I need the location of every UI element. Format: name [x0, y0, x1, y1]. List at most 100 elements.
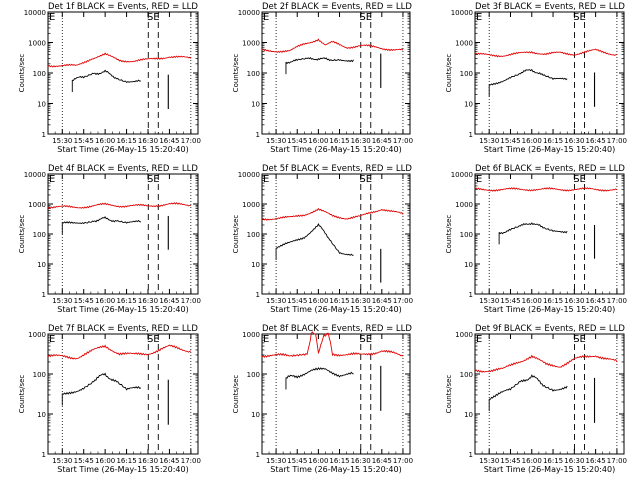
- x-tick-label: 15:30: [266, 457, 286, 465]
- y-tick-label: 10: [251, 261, 260, 269]
- chart-panel-8: Det 8f BLACK = Events, RED = LLD 1 10 100 10…: [232, 324, 413, 474]
- events-series-line: [62, 372, 142, 395]
- x-axis-label: Start Time (26-May-15 15:20:40): [57, 305, 188, 314]
- marker-label-se: SE: [573, 12, 586, 23]
- x-tick-label: 15:45: [287, 137, 307, 145]
- panel-title: Det 6f BLACK = Events, RED = LLD: [475, 164, 625, 174]
- x-tick-label: 16:00: [308, 137, 328, 145]
- x-tick-label: 16:15: [543, 457, 563, 465]
- marker-label-e: E: [49, 12, 55, 23]
- y-tick-label: 10000: [24, 171, 46, 179]
- y-tick-label: 100: [247, 231, 260, 239]
- marker-label-se: SE: [359, 12, 372, 23]
- x-tick-label: 16:15: [329, 137, 349, 145]
- x-tick-label: 15:30: [479, 137, 499, 145]
- x-axis-label: Start Time (26-May-15 15:20:40): [57, 465, 188, 474]
- x-tick-label: 17:00: [393, 457, 413, 465]
- marker-label-se: SE: [359, 334, 372, 345]
- x-tick-label: 17:00: [181, 297, 201, 305]
- marker-label-se: SE: [359, 174, 372, 185]
- lld-series-line: [47, 344, 192, 360]
- events-series-line: [285, 367, 354, 379]
- y-tick-label: 100: [33, 70, 46, 78]
- plot-frame: [261, 173, 411, 295]
- x-tick-label: 15:30: [266, 297, 286, 305]
- y-tick-label: 1: [469, 451, 473, 459]
- x-tick-label: 16:45: [586, 457, 606, 465]
- panel-title: Det 9f BLACK = Events, RED = LLD: [475, 324, 625, 334]
- lld-series-line: [261, 38, 404, 54]
- x-tick-label: 15:45: [74, 297, 94, 305]
- marker-label-e: E: [263, 334, 269, 345]
- y-tick-label: 1000: [455, 331, 473, 339]
- x-tick-label: 16:15: [329, 297, 349, 305]
- y-tick-label: 1000: [242, 201, 260, 209]
- plot-frame: [47, 11, 199, 135]
- events-series-line: [276, 223, 354, 256]
- plot-frame: [261, 333, 411, 455]
- x-tick-label: 16:45: [586, 297, 606, 305]
- x-tick-label: 16:00: [95, 297, 115, 305]
- chart-panel-3: Det 3f BLACK = Events, RED = LLD 1 10 100 10…: [445, 2, 627, 154]
- y-tick-label: 1: [42, 291, 46, 299]
- plot-frame: [261, 11, 411, 135]
- y-tick-label: 100: [247, 371, 260, 379]
- y-axis-label: Counts/sec: [232, 54, 240, 93]
- x-tick-label: 16:45: [586, 137, 606, 145]
- plot-frame: [474, 333, 625, 455]
- y-tick-label: 1: [42, 131, 46, 139]
- y-tick-label: 1: [469, 291, 473, 299]
- x-tick-label: 15:30: [52, 457, 72, 465]
- x-axis-label: Start Time (26-May-15 15:20:40): [57, 145, 188, 154]
- x-tick-label: 17:00: [181, 137, 201, 145]
- x-tick-label: 16:00: [308, 457, 328, 465]
- x-tick-label: 16:45: [159, 137, 179, 145]
- x-tick-label: 16:30: [564, 297, 584, 305]
- y-tick-label: 10000: [238, 171, 260, 179]
- y-tick-label: 10000: [24, 9, 46, 17]
- y-tick-label: 10000: [451, 171, 473, 179]
- lld-series-line: [474, 48, 617, 58]
- chart-panel-2: Det 2f BLACK = Events, RED = LLD 1 10 100 10…: [232, 2, 413, 154]
- y-tick-label: 10: [37, 411, 46, 419]
- y-tick-label: 1000: [455, 201, 473, 209]
- x-tick-label: 15:45: [500, 457, 520, 465]
- x-tick-label: 16:30: [351, 297, 371, 305]
- x-tick-label: 15:30: [479, 457, 499, 465]
- y-tick-label: 100: [247, 70, 260, 78]
- y-tick-label: 10: [464, 261, 473, 269]
- y-tick-label: 100: [33, 231, 46, 239]
- x-tick-label: 15:30: [266, 137, 286, 145]
- plot-frame: [47, 333, 199, 455]
- x-tick-label: 16:15: [329, 457, 349, 465]
- marker-label-e: E: [49, 334, 55, 345]
- x-tick-label: 16:45: [372, 297, 392, 305]
- chart-panel-7: Det 7f BLACK = Events, RED = LLD 1 10 100 10…: [18, 324, 201, 474]
- y-tick-label: 1: [469, 131, 473, 139]
- marker-label-se: SE: [147, 12, 160, 23]
- x-tick-label: 16:15: [116, 457, 136, 465]
- panel-title: Det 3f BLACK = Events, RED = LLD: [475, 2, 625, 12]
- x-tick-label: 15:30: [479, 297, 499, 305]
- x-tick-label: 15:30: [52, 297, 72, 305]
- y-tick-label: 100: [33, 371, 46, 379]
- x-tick-label: 16:15: [543, 137, 563, 145]
- x-tick-label: 17:00: [393, 297, 413, 305]
- x-tick-label: 16:15: [543, 297, 563, 305]
- panel-title: Det 1f BLACK = Events, RED = LLD: [48, 2, 198, 12]
- x-tick-label: 17:00: [607, 137, 627, 145]
- x-axis-label: Start Time (26-May-15 15:20:40): [484, 465, 615, 474]
- y-tick-label: 1000: [242, 331, 260, 339]
- marker-label-e: E: [476, 12, 482, 23]
- y-tick-label: 1000: [28, 331, 46, 339]
- marker-label-e: E: [263, 174, 269, 185]
- marker-label-se: SE: [573, 334, 586, 345]
- y-tick-label: 1000: [242, 40, 260, 48]
- x-tick-label: 16:15: [116, 297, 136, 305]
- x-axis-label: Start Time (26-May-15 15:20:40): [484, 145, 615, 154]
- y-tick-label: 100: [460, 70, 473, 78]
- lld-series-line: [261, 207, 404, 221]
- y-tick-label: 10: [464, 101, 473, 109]
- y-axis-label: Counts/sec: [232, 215, 240, 254]
